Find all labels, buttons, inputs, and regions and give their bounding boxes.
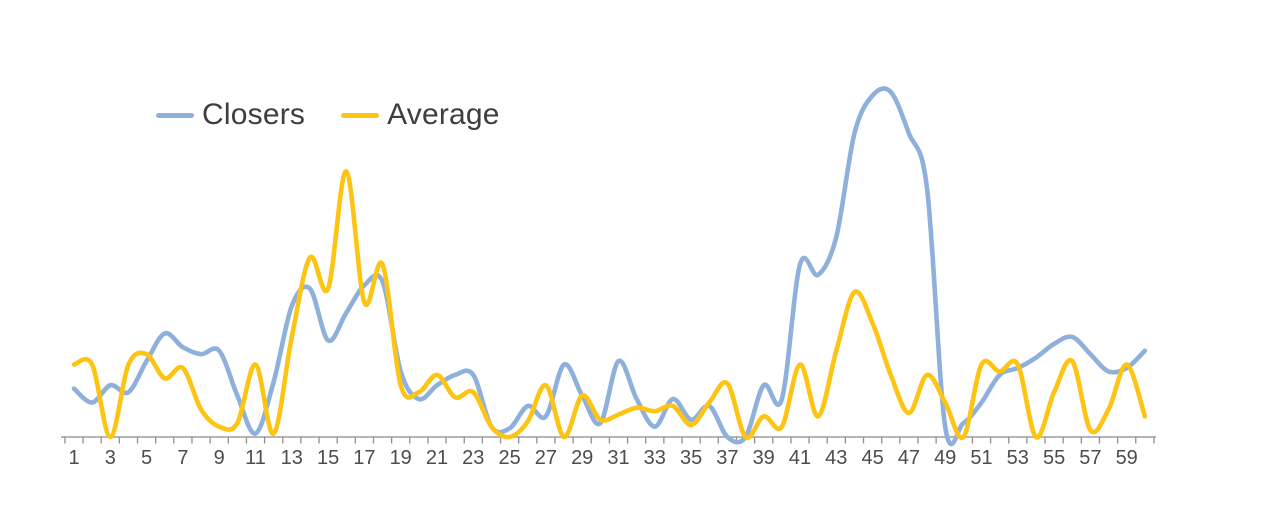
closers-line-swatch — [156, 112, 194, 118]
x-tick-label: 33 — [644, 447, 666, 469]
x-tick-label: 27 — [535, 447, 557, 469]
x-tick-label: 9 — [214, 447, 225, 469]
x-tick-label: 29 — [571, 447, 593, 469]
x-tick-label: 41 — [789, 447, 811, 469]
chart-legend: Closers Average — [156, 100, 500, 130]
legend-label-closers: Closers — [202, 98, 306, 131]
x-tick-label: 51 — [970, 447, 992, 469]
x-tick-label: 1 — [68, 447, 79, 469]
x-tick-label: 45 — [861, 447, 883, 469]
x-tick-label: 15 — [317, 447, 339, 469]
x-tick-label: 49 — [934, 447, 956, 469]
x-tick-label: 13 — [281, 447, 303, 469]
x-tick-label: 23 — [462, 447, 484, 469]
legend-item-average: Average — [341, 100, 500, 130]
average-line-swatch — [341, 112, 380, 118]
x-tick-label: 55 — [1043, 447, 1065, 469]
x-tick-label: 57 — [1079, 447, 1101, 469]
x-tick-label: 17 — [353, 447, 375, 469]
x-tick-label: 31 — [607, 447, 629, 469]
x-tick-label: 53 — [1007, 447, 1029, 469]
x-tick-label: 37 — [716, 447, 738, 469]
legend-item-closers: Closers — [156, 100, 305, 130]
x-tick-label: 47 — [898, 447, 920, 469]
x-axis-ticks — [64, 437, 1155, 444]
x-tick-label: 35 — [680, 447, 702, 469]
average-line — [71, 169, 1148, 441]
x-tick-label: 5 — [141, 447, 152, 469]
x-tick-label: 11 — [245, 447, 266, 469]
legend-label-average: Average — [387, 98, 500, 131]
x-tick-label: 21 — [426, 447, 448, 469]
x-tick-label: 39 — [753, 447, 775, 469]
x-axis-labels: 1 3 5 7 9 11 13 15 17 19 21 23 25 27 29 31 33 35 37 39 41 43 4… — [68, 447, 1137, 469]
x-tick-label: 19 — [390, 447, 412, 469]
x-tick-label: 7 — [177, 447, 188, 469]
x-tick-label: 43 — [825, 447, 847, 469]
closers-line — [71, 86, 1148, 447]
series-lines — [71, 86, 1148, 447]
x-tick-label: 59 — [1116, 447, 1138, 469]
x-tick-label: 25 — [498, 447, 520, 469]
x-tick-label: 3 — [105, 447, 116, 469]
